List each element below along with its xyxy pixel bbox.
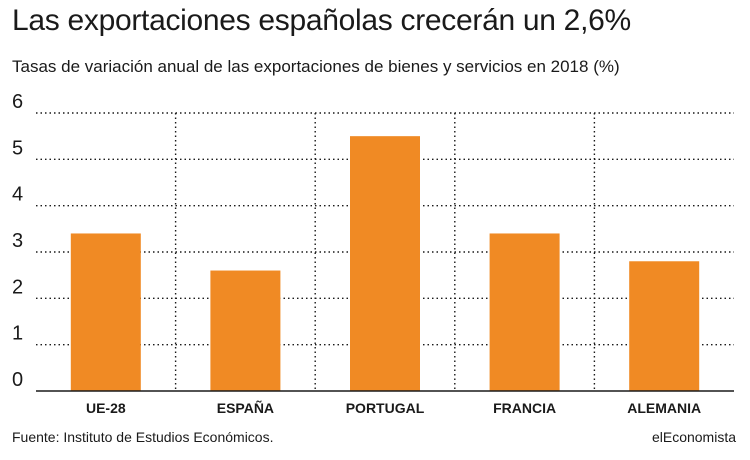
x-tick-label: ESPAÑA xyxy=(217,399,274,416)
y-tick-label: 2 xyxy=(12,276,23,298)
x-tick-label: PORTUGAL xyxy=(346,400,425,416)
x-tick-label: ALEMANIA xyxy=(627,400,701,416)
bar xyxy=(70,233,141,391)
y-tick-label: 3 xyxy=(12,230,23,252)
y-tick-label: 5 xyxy=(12,137,23,159)
source-note: Fuente: Instituto de Estudios Económicos… xyxy=(12,429,274,445)
y-tick-label: 6 xyxy=(12,91,23,113)
chart-title: Las exportaciones españolas crecerán un … xyxy=(12,4,631,37)
brand-logo: elEconomista xyxy=(651,429,736,445)
y-tick-label: 4 xyxy=(12,184,23,206)
y-tick-label: 0 xyxy=(12,369,23,391)
bar xyxy=(629,261,700,391)
x-tick-label: FRANCIA xyxy=(493,400,556,416)
axis-layer: 0 1 2 3 4 5 6 UE-28 ESPAÑA PORTUGAL FRANCIA ALEMANI… xyxy=(12,91,734,416)
bar xyxy=(210,270,281,391)
bar-layer xyxy=(70,136,700,391)
x-tick-label: UE-28 xyxy=(86,400,126,416)
grid-layer xyxy=(36,112,734,391)
chart-subtitle: Tasas de variación anual de las exportac… xyxy=(12,57,620,76)
bar xyxy=(350,136,420,391)
bar xyxy=(489,233,560,391)
y-tick-label: 1 xyxy=(12,323,23,345)
